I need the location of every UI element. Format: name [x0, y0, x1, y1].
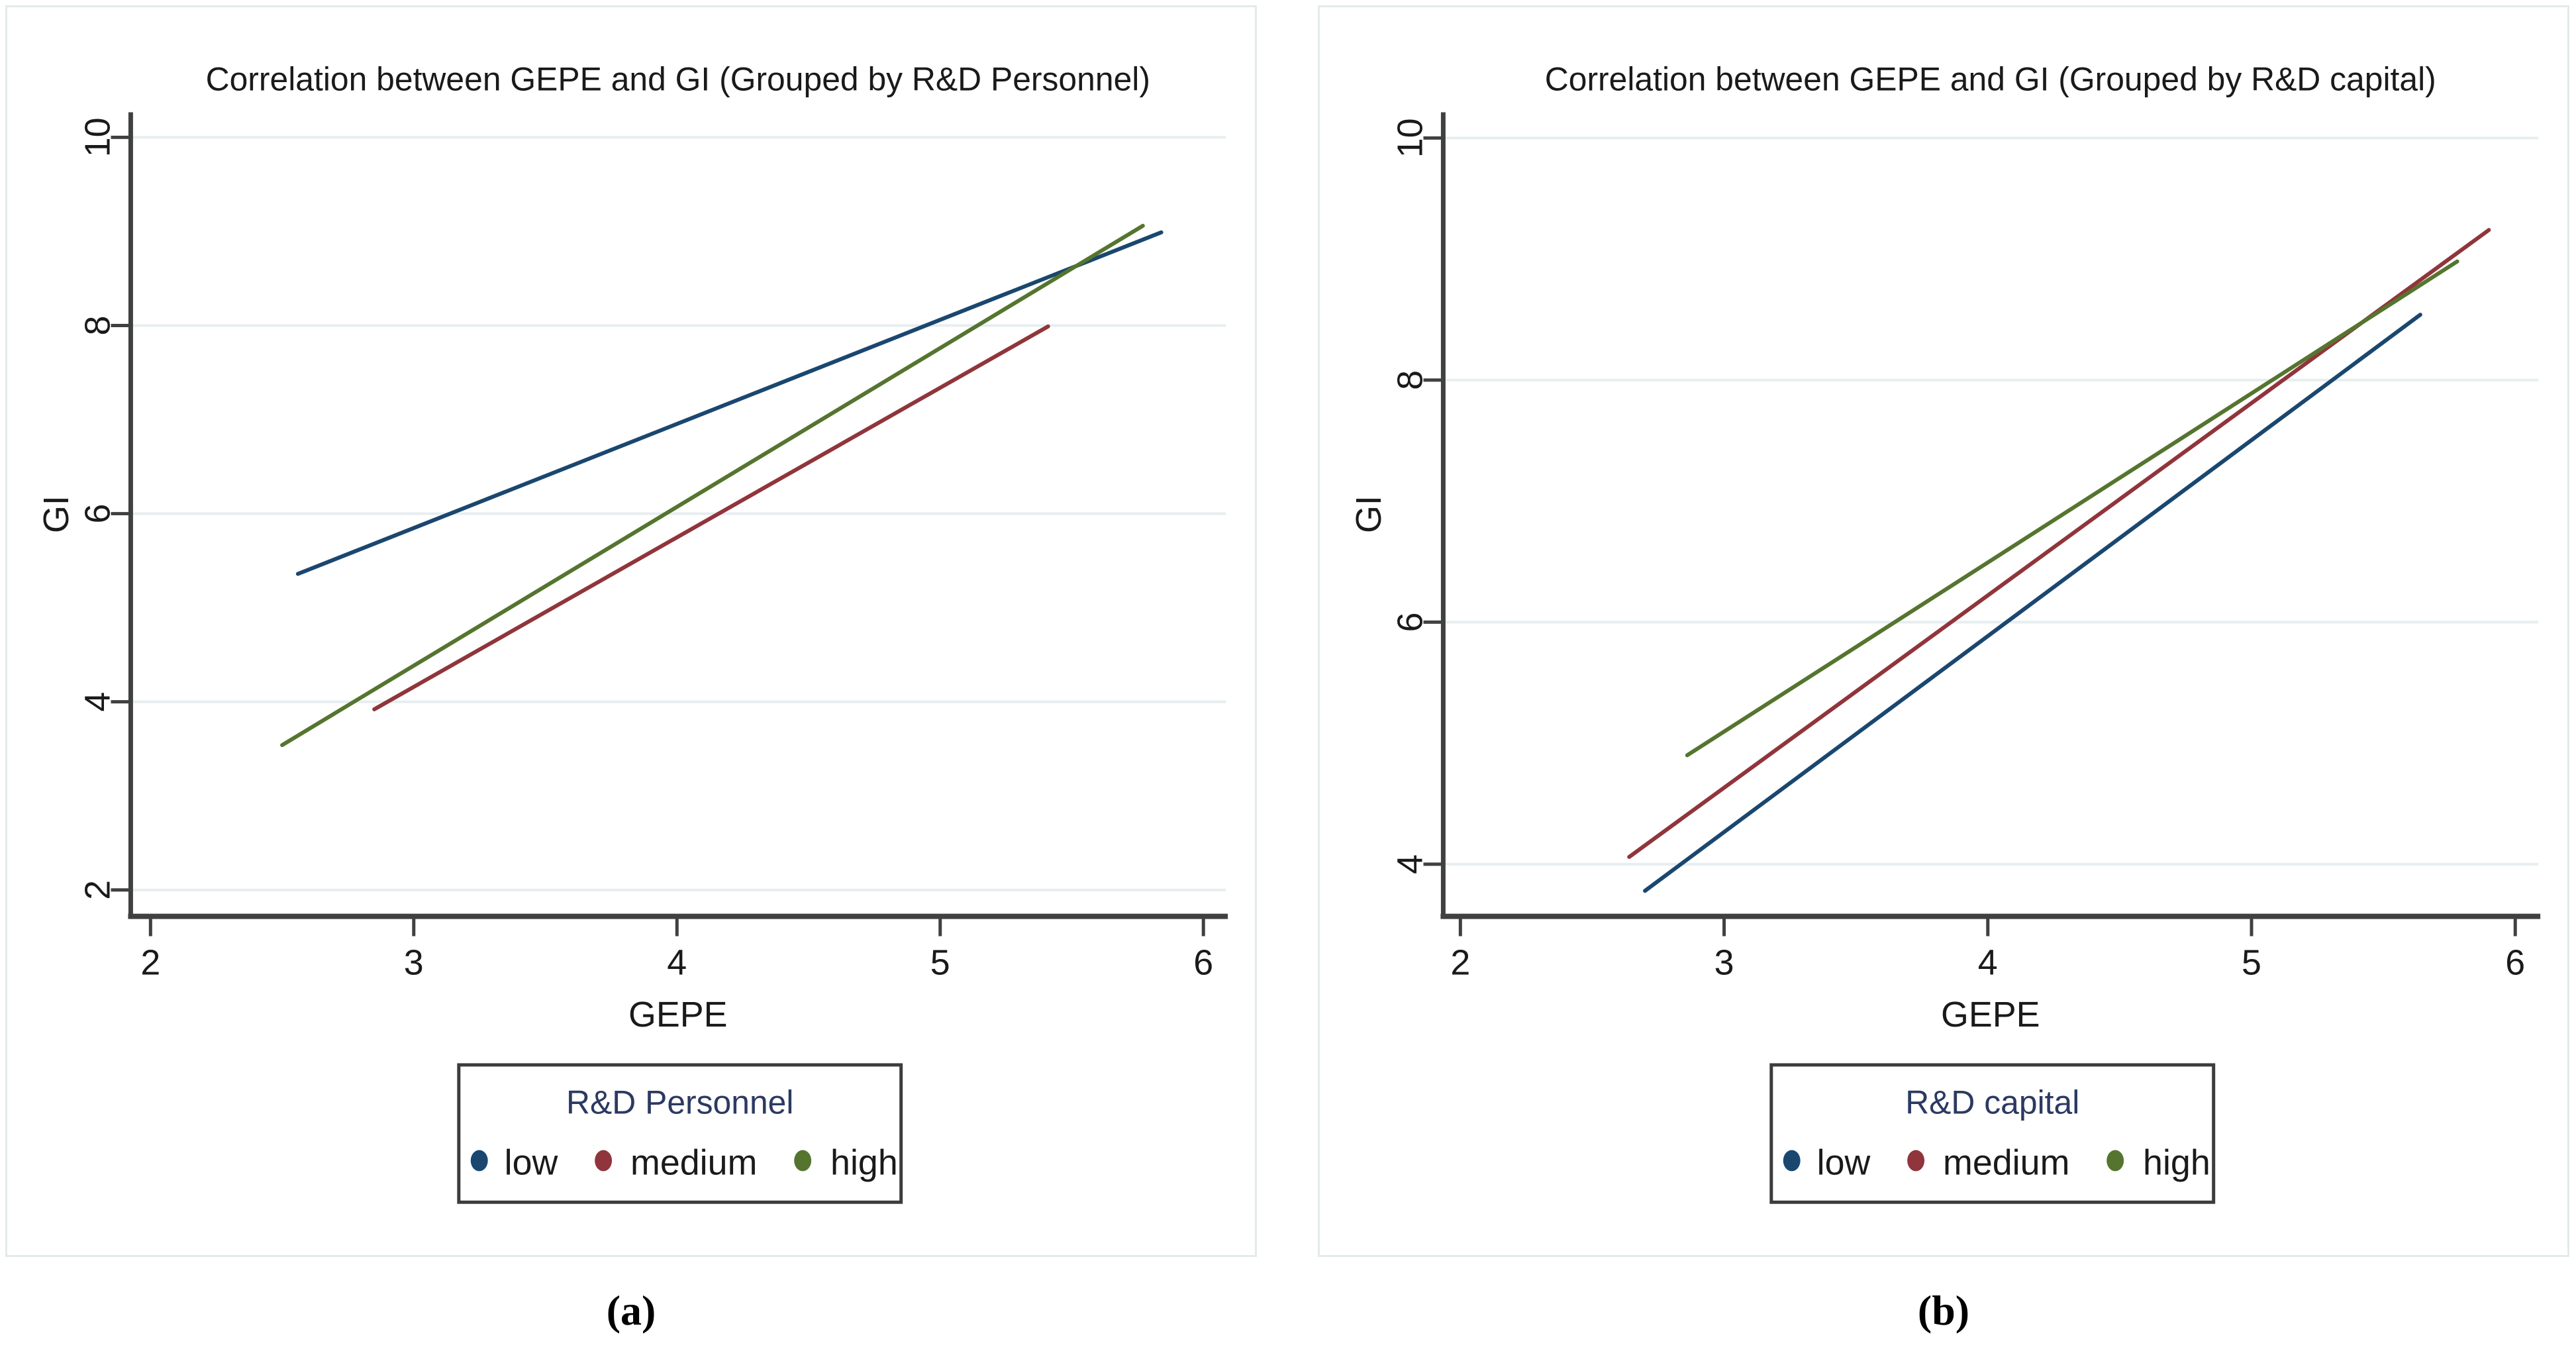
series-low-line: [295, 230, 1164, 576]
x-tick-label: 5: [2242, 942, 2261, 982]
legend-marker-high: [2106, 1150, 2124, 1172]
y-tick-label: 10: [1391, 118, 1430, 158]
x-tick-label: 2: [140, 942, 160, 982]
x-tick-label: 2: [1450, 942, 1470, 982]
gridlines: [130, 136, 1226, 891]
x-tick-label: 4: [1978, 942, 1998, 982]
legend-label-low: low: [505, 1142, 558, 1182]
y-tick-label: 8: [1391, 370, 1430, 390]
caption-a: (a): [606, 1287, 656, 1334]
chart-title: Correlation between GEPE and GI (Grouped…: [1545, 61, 2436, 98]
y-axis-ticks: 4 6 8 10: [1391, 118, 1444, 874]
y-tick-label: 2: [78, 880, 118, 900]
x-tick-label: 3: [404, 942, 424, 982]
legend-marker-medium: [1907, 1150, 1925, 1172]
series-lines: [1627, 228, 2491, 893]
y-axis-title: GI: [1349, 495, 1389, 533]
legend-label-high: high: [2143, 1142, 2210, 1182]
legend-label-medium: medium: [630, 1142, 757, 1182]
x-axis-title: GEPE: [628, 995, 728, 1034]
chart-title: Correlation between GEPE and GI (Grouped…: [206, 61, 1150, 98]
legend-box: [1769, 1063, 2216, 1204]
x-tick-label: 4: [667, 942, 687, 982]
y-axis-title: GI: [36, 495, 76, 533]
legend-box: [457, 1063, 903, 1204]
x-axis-ticks: 2 3 4 5 6: [140, 916, 1213, 982]
y-tick-label: 10: [78, 117, 118, 157]
legend-label-high: high: [830, 1142, 898, 1182]
x-axis-ticks: 2 3 4 5 6: [1450, 916, 2525, 982]
series-medium-line: [372, 324, 1050, 712]
series-high-line: [280, 223, 1145, 747]
chart-panel-a: 2 4 6 8 10 2 3 4 5 6 Correlation between GEPE and …: [5, 5, 1257, 1257]
x-axis-title: GEPE: [1941, 995, 2040, 1034]
legend-marker-low: [1783, 1150, 1801, 1172]
legend: R&D capital low medium high: [1769, 1063, 2216, 1204]
y-tick-label: 6: [1391, 612, 1430, 632]
legend-marker-low: [470, 1150, 488, 1172]
series-lines: [280, 223, 1164, 747]
legend-label-low: low: [1817, 1142, 1871, 1182]
x-tick-label: 5: [930, 942, 950, 982]
series-low-line: [1643, 313, 2422, 893]
x-tick-label: 6: [1193, 942, 1213, 982]
y-axis-ticks: 2 4 6 8 10: [78, 117, 131, 900]
legend-title: R&D Personnel: [566, 1084, 793, 1121]
x-tick-label: 3: [1714, 942, 1734, 982]
gridlines: [1443, 136, 2539, 866]
legend-title: R&D capital: [1905, 1084, 2079, 1121]
caption-b: (b): [1917, 1287, 1970, 1334]
series-high-line: [1685, 259, 2459, 758]
chart-b-canvas: 4 6 8 10 2 3 4 5 6 Correlation between GEPE and G…: [1349, 61, 2541, 1204]
legend-marker-medium: [595, 1150, 613, 1172]
chart-a-canvas: 2 4 6 8 10 2 3 4 5 6 Correlation between GEPE and …: [36, 61, 1228, 1204]
y-tick-label: 4: [78, 692, 118, 712]
y-tick-label: 4: [1391, 854, 1430, 874]
chart-panel-b: 4 6 8 10 2 3 4 5 6 Correlation between GEPE and G…: [1318, 5, 2569, 1257]
legend-label-medium: medium: [1943, 1142, 2069, 1182]
y-tick-label: 8: [78, 316, 118, 336]
x-tick-label: 6: [2505, 942, 2525, 982]
legend-marker-high: [794, 1150, 812, 1172]
y-tick-label: 6: [78, 504, 118, 524]
